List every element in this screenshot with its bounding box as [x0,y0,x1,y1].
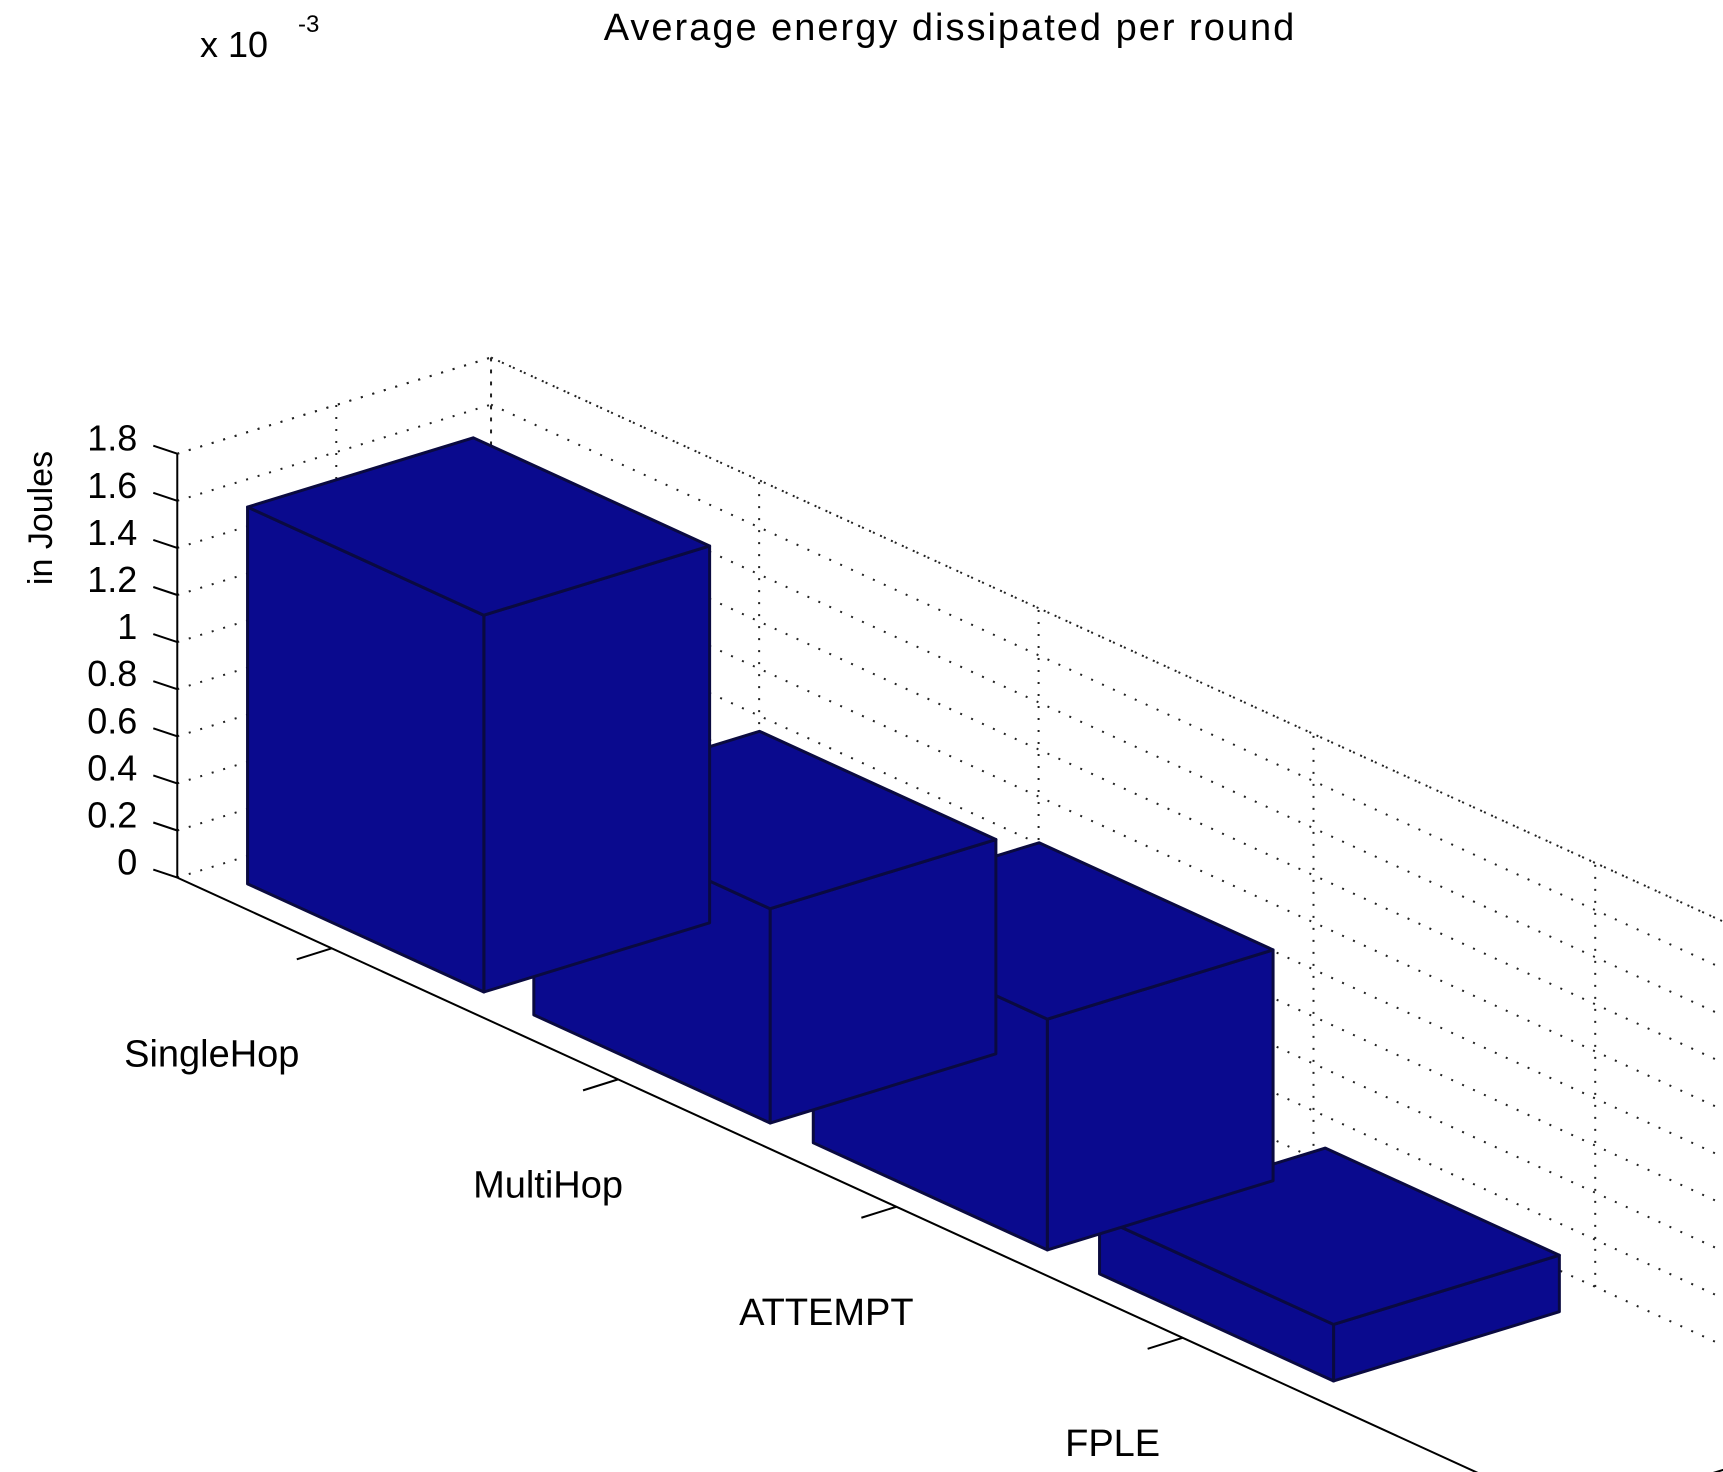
bar-side-face [482,544,712,994]
bar-singlehop [246,436,712,994]
y-tick-mark [152,491,178,502]
x-tick-mark [1147,1336,1183,1350]
y-tick-label: 0.2 [87,795,137,836]
y-tick-mark [152,444,178,455]
y-multiplier-exponent: -3 [298,11,319,38]
y-tick-mark [152,727,178,738]
x-tick-mark [296,947,333,961]
y-axis-label: in Joules [22,451,60,585]
axes [176,453,1723,1472]
x-axis-line [176,876,1479,1472]
grid [176,356,1723,1347]
y-ticks: 0 0.2 0.4 0.6 0.8 1 1.2 1.4 1.6 1.8 [87,418,178,883]
x-tick-label-multihop: MultiHop [473,1164,623,1206]
y-tick-label: 1 [117,606,137,647]
x-tick-mark [861,1205,897,1219]
y-tick-label: 1.8 [87,418,137,459]
y-tick-mark [152,633,178,644]
x-tick-mark [582,1078,619,1092]
y-tick-mark [152,774,178,785]
y-tick-mark [152,821,178,832]
y-tick-label: 1.6 [87,465,137,506]
grid-top-edge [176,356,1723,923]
x-tick-labels: SingleHop MultiHop ATTEMPT FPLE [124,947,1183,1465]
y-tick-mark [152,538,178,549]
depth-axis-line [1712,1468,1723,1472]
y-tick-label: 0 [117,842,137,883]
y-tick-mark [152,586,178,596]
y-tick-label: 0.6 [87,700,137,741]
bar-top-face [246,436,712,617]
y-tick-label: 0.4 [87,747,137,788]
x-tick-label-fple: FPLE [1065,1423,1160,1465]
bars [246,436,1561,1383]
y-multiplier-base: x 10 [200,24,268,65]
y-tick-label: 1.4 [87,512,137,553]
y-tick-mark [152,680,178,691]
chart-title: Average energy dissipated per round [604,7,1297,49]
y-tick-label: 0.8 [87,653,137,694]
y-multiplier: x 10 -3 [200,11,319,65]
x-tick-label-singlehop: SingleHop [124,1033,299,1075]
x-tick-label-attempt: ATTEMPT [739,1292,914,1334]
y-tick-mark [152,868,178,879]
y-tick-label: 1.2 [87,559,137,600]
